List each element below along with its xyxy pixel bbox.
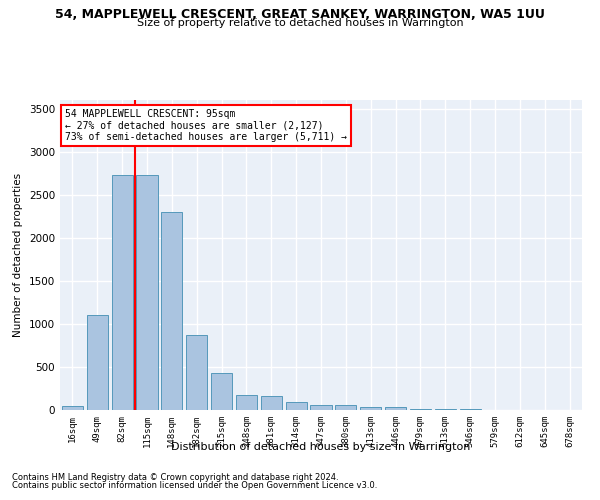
- Text: Distribution of detached houses by size in Warrington: Distribution of detached houses by size …: [172, 442, 470, 452]
- Text: 54, MAPPLEWELL CRESCENT, GREAT SANKEY, WARRINGTON, WA5 1UU: 54, MAPPLEWELL CRESCENT, GREAT SANKEY, W…: [55, 8, 545, 20]
- Bar: [62, 406, 83, 410]
- Text: Contains HM Land Registry data © Crown copyright and database right 2024.: Contains HM Land Registry data © Crown c…: [12, 472, 338, 482]
- Bar: [310, 405, 332, 410]
- Bar: [335, 406, 356, 410]
- Text: Size of property relative to detached houses in Warrington: Size of property relative to detached ho…: [137, 18, 463, 28]
- Bar: [360, 406, 381, 410]
- Bar: [87, 316, 108, 410]
- Bar: [112, 175, 133, 410]
- Bar: [385, 408, 406, 410]
- Bar: [286, 402, 307, 410]
- Text: 54 MAPPLEWELL CRESCENT: 95sqm
← 27% of detached houses are smaller (2,127)
73% o: 54 MAPPLEWELL CRESCENT: 95sqm ← 27% of d…: [65, 110, 347, 142]
- Bar: [410, 408, 431, 410]
- Y-axis label: Number of detached properties: Number of detached properties: [13, 173, 23, 337]
- Bar: [136, 175, 158, 410]
- Text: Contains public sector information licensed under the Open Government Licence v3: Contains public sector information licen…: [12, 481, 377, 490]
- Bar: [161, 212, 182, 410]
- Bar: [435, 409, 456, 410]
- Bar: [211, 373, 232, 410]
- Bar: [186, 335, 207, 410]
- Bar: [236, 396, 257, 410]
- Bar: [261, 396, 282, 410]
